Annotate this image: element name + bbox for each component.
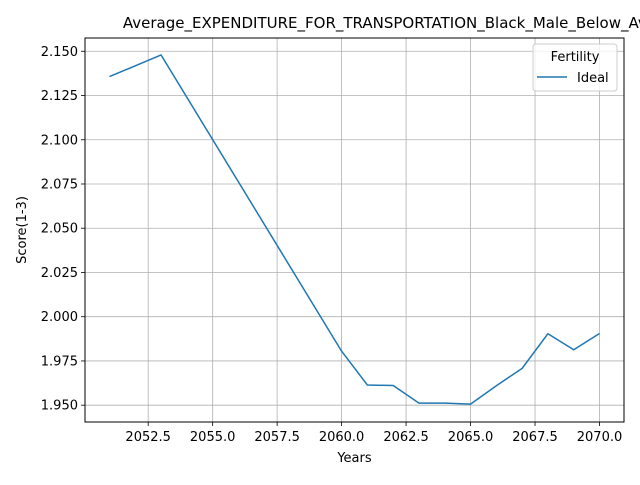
x-tick-label: 2062.5 — [383, 430, 429, 445]
x-tick-label: 2055.0 — [190, 430, 236, 445]
y-tick-label: 1.975 — [41, 354, 78, 369]
x-axis-label: Years — [336, 451, 372, 466]
x-tick-label: 2060.0 — [319, 430, 365, 445]
x-tick-label: 2070.0 — [577, 430, 623, 445]
series-line-ideal — [109, 54, 600, 405]
series-layer — [109, 54, 600, 405]
x-tick-label: 2057.5 — [254, 430, 300, 445]
x-tick-label: 2052.5 — [125, 430, 171, 445]
y-tick-label: 1.950 — [41, 399, 78, 414]
x-axis-ticks: 2052.5 2055.0 2057.5 2060.0 2062.5 2065.0 2067… — [125, 422, 622, 445]
y-tick-label: 2.075 — [41, 177, 78, 192]
chart-title: Average_EXPENDITURE_FOR_TRANSPORTATION_B… — [123, 14, 640, 33]
legend-series-label: Ideal — [577, 71, 609, 86]
y-tick-label: 2.000 — [41, 310, 78, 325]
grid-lines — [85, 38, 624, 422]
y-tick-label: 2.125 — [41, 89, 78, 104]
y-tick-label: 2.100 — [41, 133, 78, 148]
y-tick-label: 2.050 — [41, 222, 78, 237]
y-tick-label: 2.150 — [41, 45, 78, 60]
legend-box — [532, 43, 618, 92]
legend-title: Fertility — [551, 50, 600, 65]
plot-frame — [84, 37, 625, 423]
y-axis-ticks: 1.950 1.975 2.000 2.025 2.050 2.075 2.100 2.125… — [41, 45, 85, 414]
x-tick-label: 2065.0 — [448, 430, 494, 445]
y-tick-label: 2.025 — [41, 266, 78, 281]
y-axis-label: Score(1-3) — [15, 196, 30, 264]
legend: Fertility Ideal — [532, 43, 618, 92]
x-tick-label: 2067.5 — [512, 430, 558, 445]
